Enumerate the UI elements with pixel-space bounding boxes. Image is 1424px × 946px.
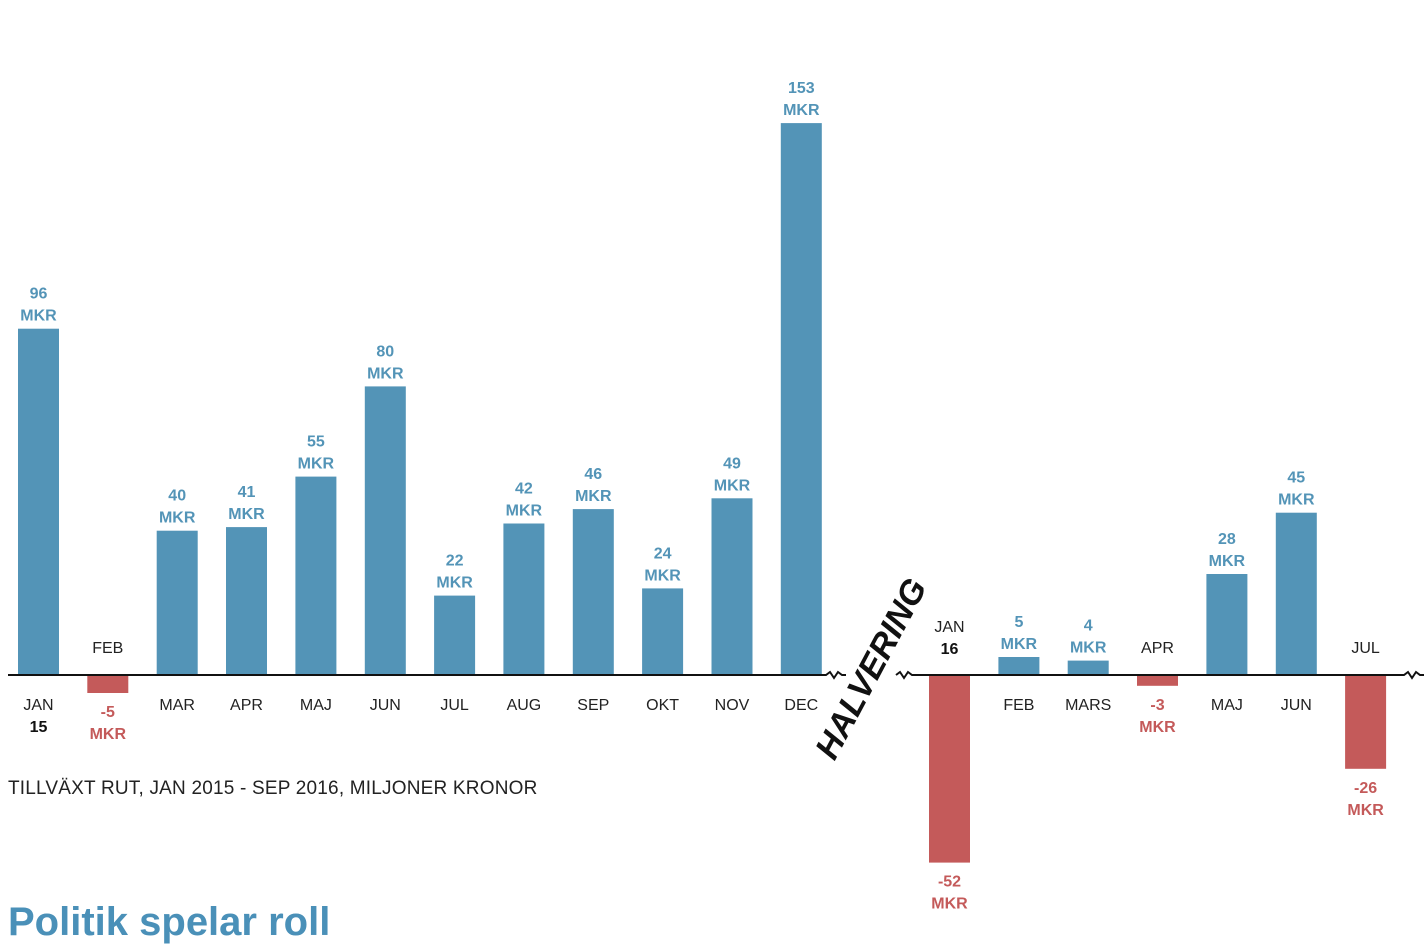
category-label: JUN xyxy=(370,697,401,714)
year-label: 15 xyxy=(30,719,48,736)
unit-label: MKR xyxy=(228,506,265,523)
value-label: 24 xyxy=(654,545,672,562)
headline: Politik spelar roll xyxy=(8,900,331,944)
category-label: SEP xyxy=(577,697,609,714)
value-label: 28 xyxy=(1218,531,1236,548)
category-label: JAN xyxy=(23,697,53,714)
category-label: MAR xyxy=(159,697,195,714)
value-label: -5 xyxy=(101,704,115,721)
unit-label: MKR xyxy=(506,503,543,520)
value-label: 80 xyxy=(376,343,394,360)
unit-label: MKR xyxy=(1209,553,1246,570)
unit-label: MKR xyxy=(436,575,473,592)
unit-label: MKR xyxy=(1347,802,1384,819)
bar xyxy=(998,657,1040,675)
value-label: 55 xyxy=(307,434,325,451)
unit-label: MKR xyxy=(783,102,820,119)
unit-label: MKR xyxy=(90,726,127,743)
unit-label: MKR xyxy=(367,365,404,382)
unit-label: MKR xyxy=(20,308,57,325)
unit-label: MKR xyxy=(644,567,681,584)
unit-label: MKR xyxy=(1278,492,1315,509)
category-label: DEC xyxy=(784,697,818,714)
bar xyxy=(1206,574,1248,675)
bar xyxy=(572,509,614,675)
category-label: MAJ xyxy=(300,697,332,714)
value-label: 153 xyxy=(788,80,815,97)
category-label: JUN xyxy=(1281,697,1312,714)
bar xyxy=(226,527,267,675)
bar xyxy=(364,386,406,675)
category-label: AUG xyxy=(507,697,542,714)
category-label: APR xyxy=(230,697,263,714)
labels-layer: 96 MKR JAN 15 -5 MKR FEB 40 MKR MAR 41 MKR APR 55 MKR M… xyxy=(20,80,1384,913)
value-label: 5 xyxy=(1014,614,1023,631)
category-label: APR xyxy=(1141,640,1174,657)
value-label: -52 xyxy=(938,874,961,891)
chart-caption: TILLVÄXT RUT, JAN 2015 - SEP 2016, MILJO… xyxy=(8,778,538,799)
unit-label: MKR xyxy=(298,456,335,473)
value-label: 45 xyxy=(1287,470,1305,487)
bar xyxy=(434,595,476,675)
value-label: -26 xyxy=(1354,780,1377,797)
year-label: 16 xyxy=(941,641,959,658)
unit-label: MKR xyxy=(159,510,196,527)
unit-label: MKR xyxy=(931,896,968,913)
unit-label: MKR xyxy=(1001,636,1038,653)
bar xyxy=(1137,675,1178,686)
value-label: 49 xyxy=(723,455,741,472)
value-label: 41 xyxy=(238,484,256,501)
value-label: 40 xyxy=(168,488,186,505)
unit-label: MKR xyxy=(1139,719,1176,736)
value-label: 22 xyxy=(446,553,464,570)
bar xyxy=(780,123,822,676)
value-label: 42 xyxy=(515,481,533,498)
category-label: MARS xyxy=(1065,697,1111,714)
value-label: 96 xyxy=(30,286,48,303)
axis-line-segment-2 xyxy=(895,670,1424,680)
bar xyxy=(295,476,337,675)
category-label: FEB xyxy=(1003,697,1034,714)
axis-line-segment-1 xyxy=(8,670,846,680)
bar xyxy=(1345,675,1387,769)
bars-layer xyxy=(18,123,1387,863)
break-label: HALVERING xyxy=(808,572,935,765)
category-label: MAJ xyxy=(1211,697,1243,714)
category-label: NOV xyxy=(715,697,750,714)
category-label: JAN xyxy=(934,619,964,636)
unit-label: MKR xyxy=(1070,640,1107,657)
bar xyxy=(156,530,198,675)
category-label: OKT xyxy=(646,697,679,714)
category-label: FEB xyxy=(92,640,123,657)
unit-label: MKR xyxy=(575,488,612,505)
category-label: JUL xyxy=(1351,640,1380,657)
axis-layer xyxy=(8,670,1424,680)
bar xyxy=(642,588,684,675)
unit-label: MKR xyxy=(714,477,751,494)
bar xyxy=(503,523,545,675)
bar xyxy=(711,498,753,675)
bar xyxy=(929,675,970,863)
category-label: JUL xyxy=(440,697,469,714)
value-label: 4 xyxy=(1084,618,1093,635)
bar xyxy=(1275,512,1317,675)
bar xyxy=(18,328,59,675)
bar xyxy=(1067,660,1109,675)
value-label: 46 xyxy=(584,466,602,483)
value-label: -3 xyxy=(1150,697,1164,714)
bar xyxy=(87,675,129,693)
